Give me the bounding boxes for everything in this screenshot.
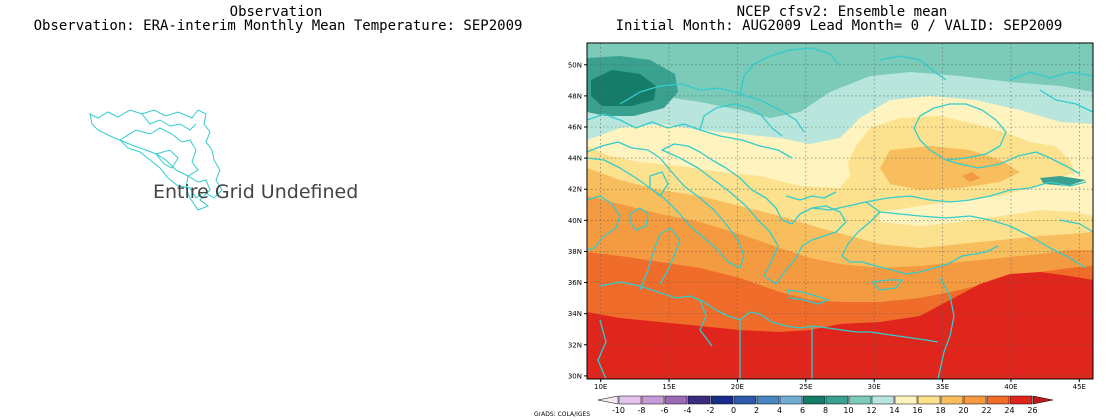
contour-band-warm-spot [962, 172, 980, 182]
colorbar-swatch [733, 395, 757, 405]
colorbar-swatch [710, 395, 734, 405]
right-panel-subtitle: Initial Month: AUG2009 Lead Month= 0 / V… [615, 18, 1063, 34]
lat-tick-label: 36N [568, 279, 582, 287]
colorbar-level-label: 8 [823, 406, 828, 415]
colorbar-level-label: 0 [731, 406, 736, 415]
colorbar-level-label: 18 [935, 406, 945, 415]
colorbar-level-label: -2 [707, 406, 715, 415]
lat-tick-label: 42N [568, 186, 582, 194]
colorbar-swatch [894, 395, 918, 405]
colorbar-level-label: 20 [958, 406, 968, 415]
colorbar-level-label: -10 [612, 406, 625, 415]
colorbar-level-label: 2 [754, 406, 759, 415]
observation-outline-map [89, 109, 223, 211]
colorbar-level-label: 16 [912, 406, 922, 415]
colorbar-swatch [940, 395, 964, 405]
lon-tick-label: 45E [1073, 383, 1086, 391]
colorbar-level-label: 22 [981, 406, 991, 415]
lon-tick-label: 10E [594, 383, 607, 391]
lon-tick-label: 15E [662, 383, 675, 391]
lat-tick-label: 32N [568, 341, 582, 349]
colorbar-level-label: 24 [1004, 406, 1014, 415]
colorbar-swatch [802, 395, 826, 405]
colorbar-swatch [597, 395, 619, 405]
colorbar-swatch [963, 395, 987, 405]
contour-band-20-22-anatolia [880, 146, 1020, 190]
lon-tick-label: 20E [731, 383, 744, 391]
left-panel-title: Observation [229, 4, 323, 20]
lat-tick-label: 50N [568, 61, 582, 69]
colorbar-level-label: 14 [889, 406, 899, 415]
colorbar-swatch [687, 395, 711, 405]
left-panel-subtitle: Observation: ERA-interim Monthly Mean Te… [33, 18, 523, 34]
colorbar-level-label: -4 [684, 406, 692, 415]
contour-band-8-10 [591, 70, 656, 106]
latitude-tick-labels: 30N 32N 34N 36N 38N 40N 42N 44N 46N 48N 50N [568, 61, 587, 380]
colorbar: -10 -8 -6 -4 -2 0 2 4 6 8 10 12 14 16 18 20 22 24 26 [597, 395, 1054, 415]
contour-band-cold-spot [1040, 176, 1086, 186]
colorbar-level-label: 10 [843, 406, 853, 415]
colorbar-level-label: 12 [866, 406, 876, 415]
colorbar-swatch [848, 395, 872, 405]
colorbar-level-label: 26 [1027, 406, 1037, 415]
colorbar-swatch [779, 395, 803, 405]
colorbar-swatch [986, 395, 1010, 405]
colorbar-swatch [1032, 395, 1054, 405]
coastlines [587, 47, 1093, 379]
colorbar-swatch [825, 395, 849, 405]
colorbar-swatch [917, 395, 941, 405]
right-panel-title: NCEP cfsv2: Ensemble mean [736, 4, 948, 20]
lat-tick-label: 44N [568, 155, 582, 163]
lon-tick-label: 40E [1004, 383, 1017, 391]
colorbar-level-label: 4 [777, 406, 782, 415]
lat-tick-label: 46N [568, 124, 582, 132]
longitude-tick-labels: 10E 15E 20E 25E 30E 35E 40E 45E [594, 379, 1086, 391]
colorbar-swatch [618, 395, 642, 405]
lat-tick-label: 34N [568, 310, 582, 318]
colorbar-level-label: -8 [638, 406, 646, 415]
grads-credit: GrADS: COLA/IGES [534, 411, 590, 418]
map-frame [586, 42, 1094, 380]
lon-tick-label: 35E [936, 383, 949, 391]
lon-tick-label: 25E [799, 383, 812, 391]
temperature-contour-field [587, 43, 1093, 379]
lat-tick-label: 48N [568, 92, 582, 100]
lat-tick-label: 30N [568, 372, 582, 380]
colorbar-swatch [871, 395, 895, 405]
colorbar-swatch [756, 395, 780, 405]
undefined-grid-message: Entire Grid Undefined [153, 181, 358, 203]
lat-tick-label: 38N [568, 248, 582, 256]
colorbar-level-label: -6 [661, 406, 669, 415]
lon-tick-label: 30E [868, 383, 881, 391]
colorbar-swatch [641, 395, 665, 405]
lat-tick-label: 40N [568, 217, 582, 225]
colorbar-swatch [1009, 395, 1033, 405]
graticule [587, 43, 1093, 379]
colorbar-swatch [664, 395, 688, 405]
colorbar-level-label: 6 [800, 406, 805, 415]
contour-band-above-26 [587, 272, 1093, 379]
